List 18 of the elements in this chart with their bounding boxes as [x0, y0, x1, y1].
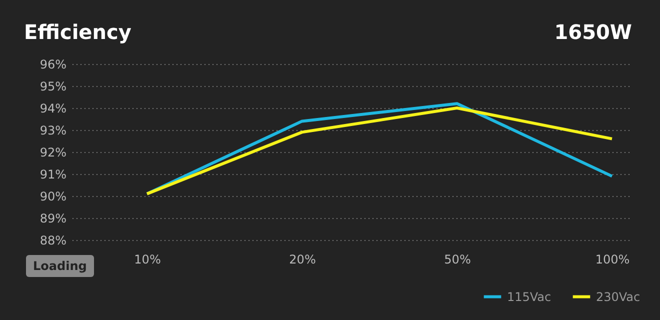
x-tick-label: 20%	[289, 252, 316, 266]
x-tick-label: 10%	[134, 252, 161, 266]
y-tick-label: 92%	[40, 146, 66, 160]
y-tick-label: 90%	[40, 190, 66, 204]
legend-label: 115Vac	[507, 290, 552, 304]
legend-label: 230Vac	[596, 290, 640, 304]
y-tick-label: 94%	[40, 102, 66, 116]
y-tick-label: 88%	[40, 234, 66, 248]
x-tick-label: 50%	[444, 252, 471, 266]
x-axis-title: Loading	[26, 255, 94, 277]
chart-title: Efficiency	[24, 20, 132, 44]
y-tick-label: 96%	[40, 58, 66, 72]
y-tick-label: 93%	[40, 124, 66, 138]
y-tick-label: 89%	[40, 212, 66, 226]
y-tick-label: 91%	[40, 168, 66, 182]
y-tick-label: 95%	[40, 80, 66, 94]
x-tick-label: 100%	[595, 252, 630, 266]
chart-subtitle: 1650W	[554, 20, 632, 44]
